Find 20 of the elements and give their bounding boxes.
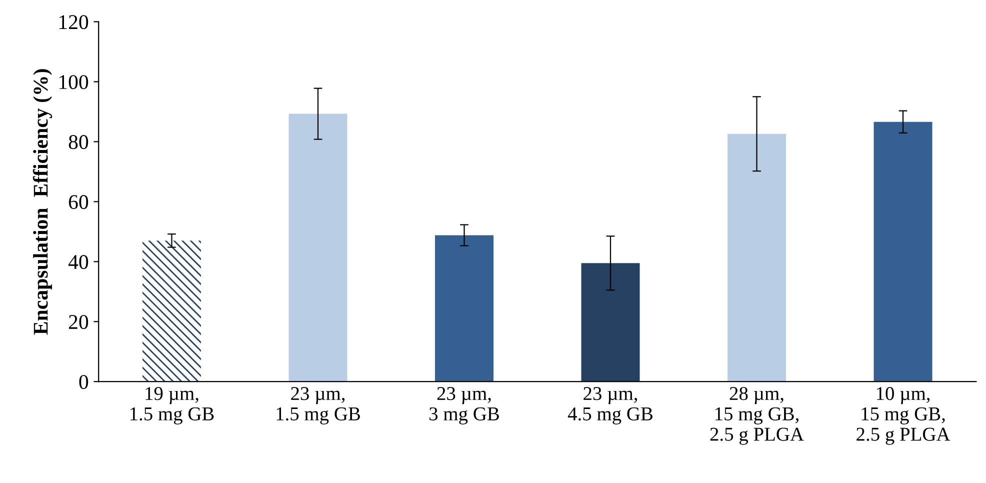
x-tick-label: 23 µm, 1.5 mg GB bbox=[276, 387, 360, 424]
y-axis-title: Encapsulation Efficiency (%) bbox=[32, 69, 52, 335]
bar bbox=[434, 235, 494, 382]
bar bbox=[728, 134, 786, 382]
y-tick-label: 0 bbox=[79, 374, 88, 390]
bar bbox=[142, 240, 201, 382]
x-tick-label: 23 µm, 3 mg GB bbox=[430, 387, 499, 424]
y-tick-label: 40 bbox=[68, 255, 88, 270]
x-tick-label: 19 µm, 1.5 mg GB bbox=[130, 387, 214, 424]
bar bbox=[288, 114, 348, 382]
y-tick-label: 60 bbox=[68, 195, 88, 210]
y-tick-label: 20 bbox=[68, 314, 88, 330]
bar bbox=[874, 122, 932, 382]
bar bbox=[581, 263, 640, 382]
x-tick-label: 10 µm, 15 mg GB, 2.5 g PLGA bbox=[856, 386, 950, 445]
y-tick-label: 100 bbox=[59, 75, 88, 90]
x-tick-label: 28 µm, 15 mg GB, 2.5 g PLGA bbox=[710, 386, 804, 445]
y-tick-label: 80 bbox=[68, 135, 88, 150]
x-tick-label: 23 µm, 4.5 mg GB bbox=[568, 387, 652, 424]
y-tick-label: 120 bbox=[59, 15, 88, 30]
